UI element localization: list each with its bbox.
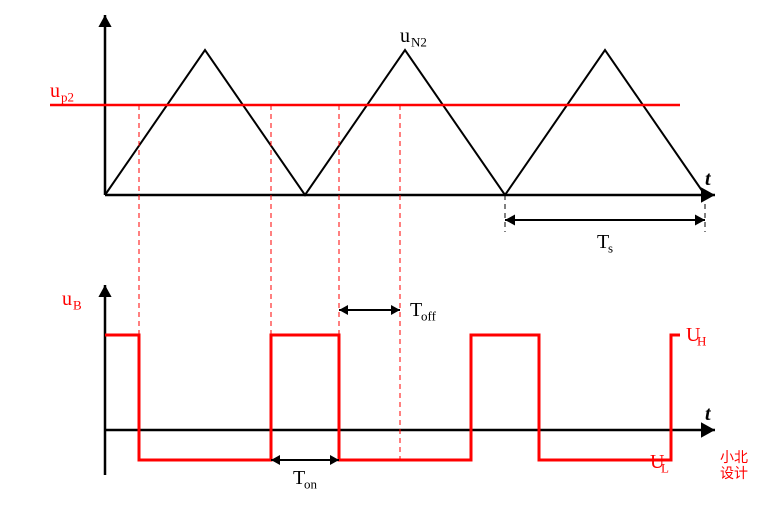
svg-text:设计: 设计 [720,465,748,481]
label-ts: Ts [597,231,613,256]
svg-text:t: t [705,403,712,425]
svg-text:p2: p2 [61,90,74,105]
svg-text:u: u [400,25,410,47]
svg-text:u: u [50,80,60,102]
pulse-waveform [105,335,680,460]
carrier-triangle [105,50,705,195]
label-ub: uB [62,288,82,313]
svg-text:L: L [661,461,669,476]
waveform-diagram: tup2uN2TsuBUHULtTonToff小北设计 [0,0,770,505]
label-up2: up2 [50,80,74,105]
label-ton: Ton [293,467,318,492]
svg-text:s: s [608,241,613,256]
svg-text:小北: 小北 [720,449,748,465]
svg-text:u: u [62,288,72,310]
svg-text:t: t [705,168,712,190]
label-un2: uN2 [400,25,427,50]
label-toff: Toff [410,299,437,324]
svg-text:on: on [304,477,318,492]
svg-text:H: H [697,334,706,349]
svg-text:N2: N2 [411,35,427,50]
svg-text:off: off [421,309,437,324]
svg-text:B: B [73,298,82,313]
label-ul: UL [650,451,669,476]
label-uh: UH [686,324,706,349]
